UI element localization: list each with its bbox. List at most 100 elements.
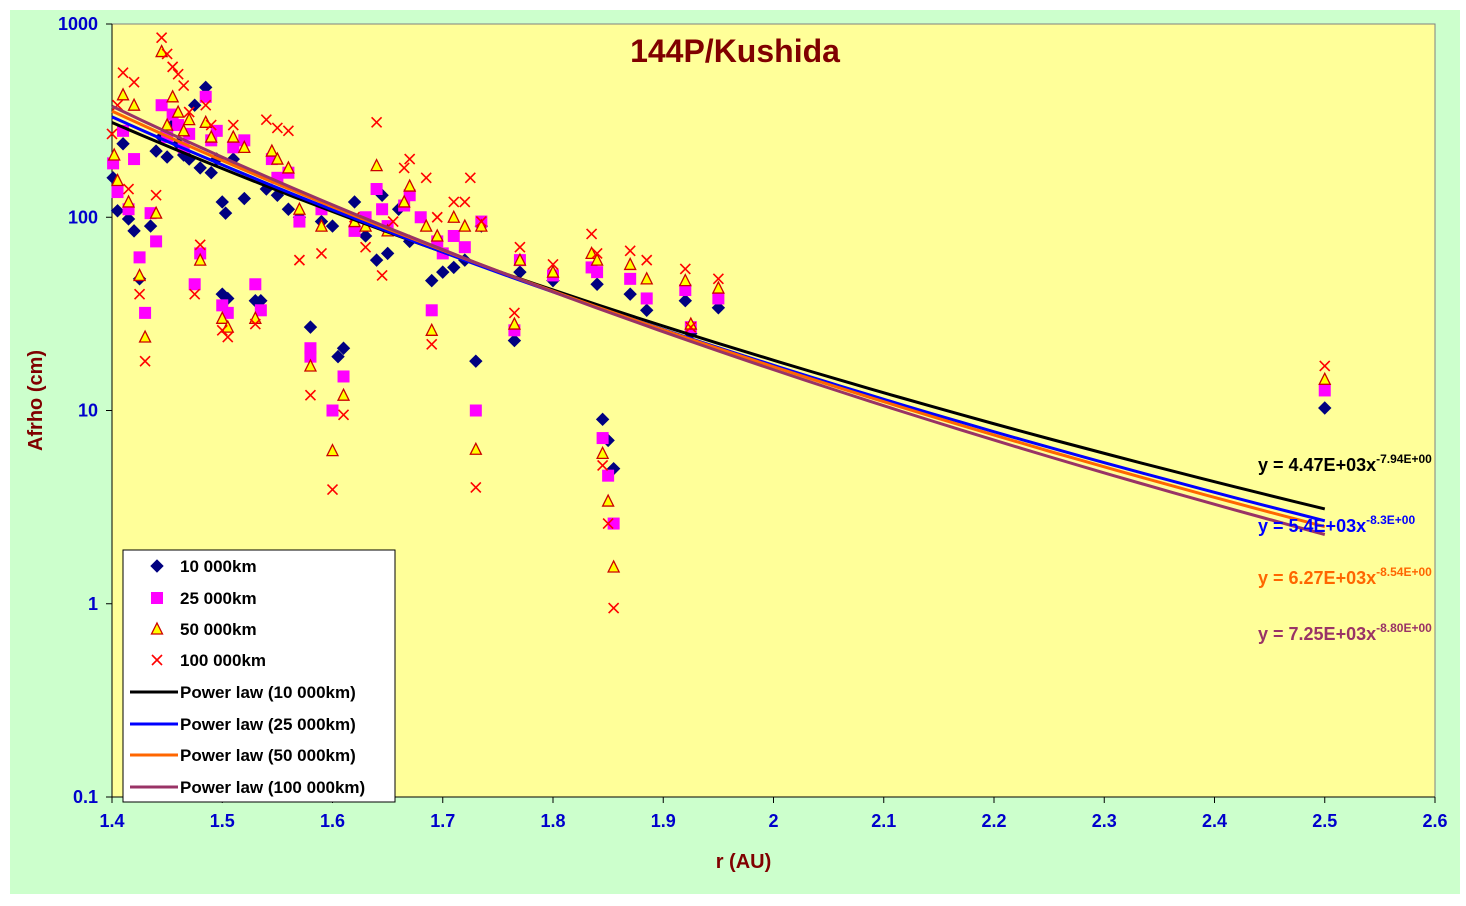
fit-equation-3: y = 6.27E+03x-8.54E+00 [1258, 565, 1432, 588]
data-point [215, 195, 229, 209]
data-point [160, 150, 174, 164]
data-point [425, 304, 438, 317]
data-point [199, 90, 212, 103]
data-point [1318, 384, 1331, 397]
data-point [712, 292, 725, 305]
data-point [337, 409, 350, 421]
data-point [458, 241, 471, 254]
data-point [218, 206, 233, 220]
x-tick-label: 1.6 [320, 811, 345, 831]
data-point [508, 307, 520, 319]
data-point [188, 278, 201, 291]
legend-label: Power law (10 000km) [180, 683, 356, 702]
data-point [150, 235, 163, 248]
data-point [110, 204, 125, 218]
y-axis-title: Afrho (cm) [25, 350, 47, 451]
equation-base: y = 6.27E+03x [1258, 568, 1376, 588]
y-tick-label: 0.1 [73, 787, 98, 807]
data-point [314, 218, 329, 232]
data-point [448, 196, 460, 208]
data-point [116, 87, 130, 101]
data-point [685, 321, 697, 333]
data-point [160, 117, 174, 131]
data-point [265, 143, 279, 157]
data-point [347, 195, 362, 209]
data-point [117, 67, 129, 79]
data-point [623, 287, 637, 301]
data-point [597, 459, 609, 471]
data-point [326, 483, 339, 496]
data-point [138, 329, 152, 343]
data-point [110, 173, 125, 187]
data-point [1318, 401, 1332, 415]
data-point [149, 144, 163, 158]
data-point [193, 161, 207, 175]
data-point [475, 215, 487, 228]
data-point [596, 432, 609, 445]
data-point [304, 389, 317, 401]
x-tick-label: 2.1 [871, 811, 896, 831]
data-point [325, 219, 340, 233]
x-tick-label: 1.5 [210, 811, 235, 831]
data-point [640, 303, 654, 318]
data-point [171, 104, 185, 118]
data-point [128, 76, 140, 88]
data-point [404, 153, 416, 165]
x-ticks: 1.4 1.5 1.6 1.7 1.8 1.9 2 2.1 2.2 2.3 2.4 2.5 2.6 [99, 797, 1448, 831]
data-point [430, 228, 444, 242]
data-point [591, 266, 604, 279]
data-point [183, 127, 196, 140]
data-point [376, 269, 388, 281]
data-point [161, 48, 173, 60]
data-point [678, 293, 693, 308]
data-point [370, 158, 384, 172]
data-point [167, 61, 179, 73]
legend-marker [150, 559, 164, 573]
data-point [419, 218, 433, 232]
data-point [216, 324, 228, 336]
data-point [303, 320, 318, 334]
y-tick-label: 1000 [58, 14, 98, 34]
data-point [205, 119, 217, 131]
data-point [602, 517, 614, 530]
data-point [447, 260, 461, 275]
x-axis-title: r (AU) [716, 851, 772, 873]
fit-equation-1: y = 4.47E+03x-7.94E+00 [1258, 452, 1432, 475]
data-point [204, 129, 218, 143]
equation-exponent: -8.80E+00 [1376, 621, 1432, 635]
data-point [1319, 360, 1331, 372]
data-point [360, 241, 372, 253]
legend-label: Power law (50 000km) [180, 746, 356, 765]
data-point [711, 301, 726, 315]
data-point [172, 119, 185, 132]
data-point [111, 186, 124, 199]
data-point [227, 141, 240, 154]
legend: 10 000km 25 000km 50 000km 100 000km Power l… [122, 549, 396, 803]
data-point [271, 122, 283, 134]
data-point [315, 247, 328, 259]
data-point [116, 137, 130, 151]
data-point [507, 333, 522, 348]
legend-label: Power law (25 000km) [180, 715, 356, 734]
data-point [178, 80, 190, 92]
data-point [711, 280, 725, 294]
data-point [590, 252, 604, 266]
x-tick-label: 1.8 [540, 811, 565, 831]
data-point [369, 253, 384, 267]
y-ticks: 0.1 1 10 100 1000 [58, 14, 112, 807]
data-point [260, 114, 272, 126]
fit-line-3 [111, 109, 1326, 529]
data-point [640, 271, 654, 285]
data-point [133, 267, 147, 282]
data-point [200, 99, 212, 111]
data-point [458, 218, 472, 232]
data-point [121, 212, 136, 226]
data-point [640, 292, 653, 305]
data-point [425, 273, 439, 288]
data-point [586, 228, 598, 240]
data-point [177, 123, 191, 137]
data-point [326, 404, 339, 417]
data-point [210, 124, 223, 137]
data-point [679, 284, 692, 297]
data-point [425, 322, 439, 336]
